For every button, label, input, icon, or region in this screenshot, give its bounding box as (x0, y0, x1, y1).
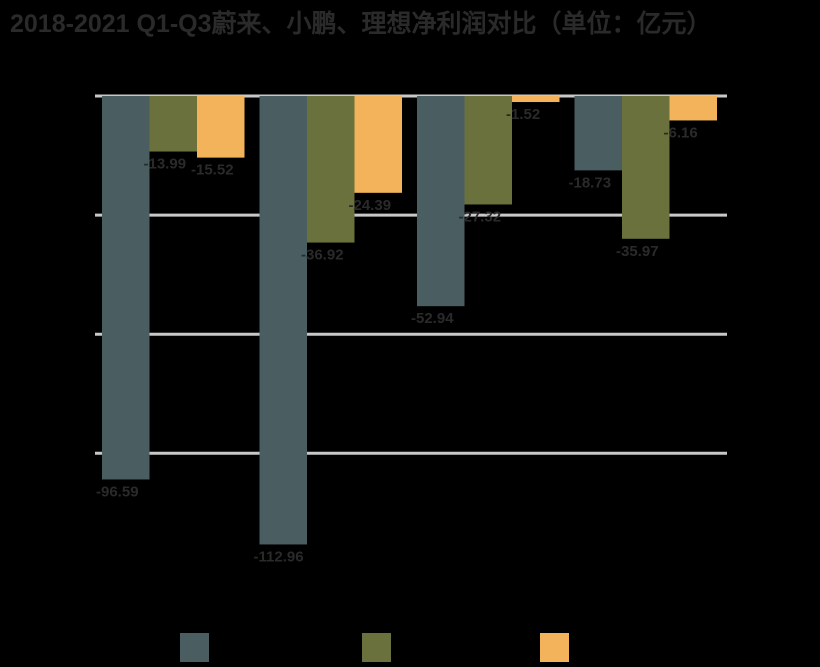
bar (669, 96, 717, 121)
bar (149, 96, 197, 152)
legend-swatch (362, 633, 391, 662)
data-label: -52.94 (411, 310, 454, 327)
bar (574, 96, 622, 171)
bar (417, 96, 465, 307)
bar (259, 96, 307, 545)
data-label: -24.39 (349, 197, 392, 214)
bar (512, 96, 560, 103)
bar (622, 96, 670, 239)
data-label: -112.96 (254, 548, 304, 565)
data-label: -6.16 (664, 124, 698, 141)
data-label: -18.73 (569, 174, 612, 191)
data-label: -96.59 (96, 483, 139, 500)
bar (102, 96, 150, 480)
data-label: -27.32 (459, 208, 502, 225)
bar (354, 96, 402, 193)
chart-title: 2018-2021 Q1-Q3蔚来、小鹏、理想净利润对比（单位：亿元） (10, 10, 712, 38)
data-label: -15.52 (191, 162, 234, 179)
data-label: -36.92 (301, 247, 344, 264)
bar (464, 96, 512, 205)
data-label: -35.97 (616, 243, 659, 260)
bar (307, 96, 355, 243)
legend-swatch (180, 633, 209, 662)
data-label: -13.99 (144, 156, 187, 173)
bar (197, 96, 245, 158)
legend-swatch (540, 633, 569, 662)
data-label: -1.52 (506, 106, 540, 123)
